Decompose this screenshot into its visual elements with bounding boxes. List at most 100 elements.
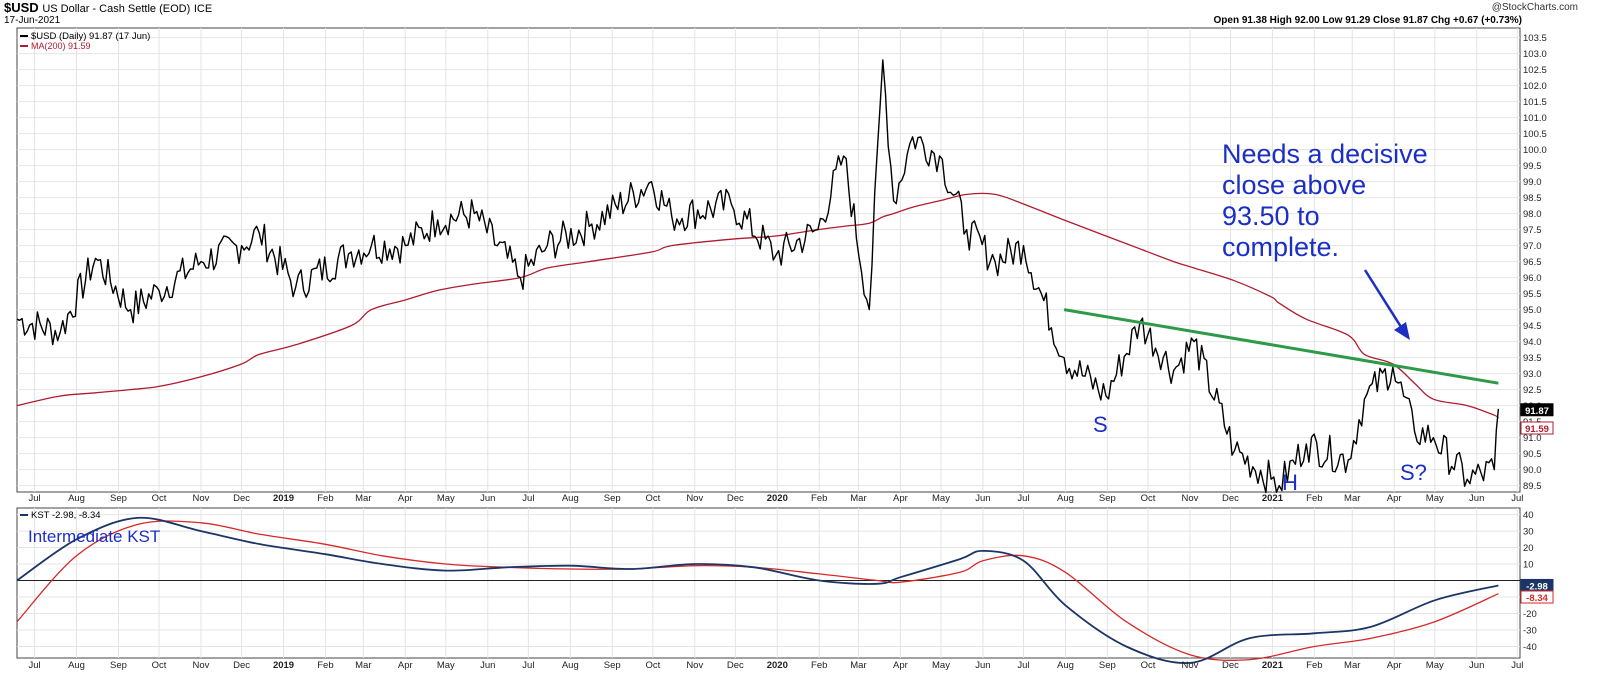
neckline-trendline — [1063, 308, 1499, 385]
price-y-tick-label: 90.5 — [1523, 449, 1542, 460]
price-x-tick-label: May — [932, 493, 950, 504]
annotation-arrow-head — [1394, 322, 1410, 340]
price-x-tick-label: Apr — [398, 493, 413, 504]
price-x-tick-label: 2019 — [273, 493, 294, 504]
kst-x-tick-label: Aug — [562, 660, 579, 671]
kst-x-tick-label: Mar — [1344, 660, 1360, 671]
chart-panes — [16, 27, 1521, 659]
kst-x-tick-label: Aug — [1057, 660, 1074, 671]
price-x-tick-label: Nov — [193, 493, 210, 504]
price-y-tick-label: 94.5 — [1523, 321, 1542, 332]
annotation-needs-line: Needs a decisive — [1222, 139, 1428, 169]
chart-header-title: $USD US Dollar - Cash Settle (EOD) ICE — [4, 0, 212, 15]
kst-x-tick-label: 2020 — [767, 660, 788, 671]
price-y-tick-label: 102.5 — [1523, 65, 1547, 76]
price-y-tick-label: 90.0 — [1523, 465, 1542, 476]
price-value-badge — [1520, 403, 1554, 417]
usd-price-line — [16, 59, 1500, 494]
annotation-needs-line: 93.50 to — [1222, 201, 1320, 231]
kst-x-tick-label: Nov — [1181, 660, 1198, 671]
price-x-tick-label: Oct — [645, 493, 660, 504]
kst-y-tick-label: -30 — [1523, 625, 1537, 636]
annotation-head: H — [1282, 470, 1298, 495]
annotation-right-shoulder: S? — [1400, 460, 1427, 485]
kst-x-tick-label: Jul — [522, 660, 534, 671]
kst-x-tick-label: Sep — [1099, 660, 1116, 671]
price-pane-frame — [16, 27, 1521, 493]
kst-x-tick-label: Jul — [29, 660, 41, 671]
price-y-tick-label: 99.5 — [1523, 161, 1542, 172]
price-y-tick-label: 96.0 — [1523, 273, 1542, 284]
price-x-tick-label: Apr — [893, 493, 908, 504]
price-value-badge-text: 91.59 — [1525, 424, 1549, 435]
price-x-tick-label: Jul — [522, 493, 534, 504]
price-value-badge — [1520, 421, 1554, 435]
kst-x-tick-label: Apr — [893, 660, 908, 671]
price-y-tick-label: 102.0 — [1523, 81, 1547, 92]
kst-x-tick-label: Sep — [604, 660, 621, 671]
price-x-tick-label: Mar — [850, 493, 866, 504]
kst-x-tick-label: Oct — [645, 660, 660, 671]
kst-value-badge-text: -2.98 — [1526, 581, 1548, 592]
kst-x-tick-label: Dec — [233, 660, 250, 671]
kst-x-tick-label: Jul — [1017, 660, 1029, 671]
kst-panel-title: Intermediate KST — [28, 527, 160, 546]
kst-x-tick-label: Mar — [355, 660, 371, 671]
price-x-tick-label: Jun — [1469, 493, 1484, 504]
kst-y-tick-label: 30 — [1523, 527, 1534, 538]
kst-x-tick-label: Jun — [975, 660, 990, 671]
series-lines — [16, 59, 1500, 664]
price-y-tick-label: 100.5 — [1523, 129, 1547, 140]
price-y-tick-label: 89.5 — [1523, 481, 1542, 492]
price-x-tick-label: Dec — [727, 493, 744, 504]
price-x-tick-label: Oct — [1141, 493, 1156, 504]
kst-signal-line — [16, 520, 1499, 661]
kst-x-tick-label: Feb — [1306, 660, 1322, 671]
price-y-tick-label: 95.0 — [1523, 305, 1542, 316]
price-x-tick-label: Jul — [1511, 493, 1523, 504]
price-x-tick-label: May — [437, 493, 455, 504]
price-x-tick-label: Nov — [686, 493, 703, 504]
kst-x-tick-label: May — [1426, 660, 1444, 671]
kst-x-tick-label: Oct — [152, 660, 167, 671]
price-y-tick-label: 101.0 — [1523, 113, 1547, 124]
price-x-tick-label: Aug — [68, 493, 85, 504]
kst-x-tick-label: Feb — [811, 660, 827, 671]
exchange-label: ICE — [193, 3, 213, 15]
price-x-tick-label: Mar — [355, 493, 371, 504]
copyright-label: @StockCharts.com — [1491, 2, 1578, 13]
kst-x-tick-label: Feb — [317, 660, 333, 671]
price-y-tick-label: 100.0 — [1523, 145, 1547, 156]
kst-x-tick-label: Oct — [1141, 660, 1156, 671]
price-x-tick-label: Apr — [1387, 493, 1402, 504]
price-x-tick-label: Dec — [233, 493, 250, 504]
annotation-left-shoulder: S — [1093, 412, 1108, 437]
ohlc-readout: Open 91.38 High 92.00 Low 91.29 Close 91… — [1213, 15, 1522, 26]
kst-x-tick-label: Apr — [398, 660, 413, 671]
price-x-tick-label: 2020 — [767, 493, 788, 504]
kst-x-tick-label: May — [932, 660, 950, 671]
price-y-tick-label: 98.0 — [1523, 209, 1542, 220]
kst-x-tick-label: Apr — [1387, 660, 1402, 671]
kst-x-tick-label: Jun — [480, 660, 495, 671]
price-x-tick-label: Feb — [811, 493, 827, 504]
price-y-tick-label: 97.5 — [1523, 225, 1542, 236]
price-x-tick-label: Nov — [1181, 493, 1198, 504]
kst-x-tick-label: Aug — [68, 660, 85, 671]
kst-x-tick-label: 2019 — [273, 660, 294, 671]
symbol-label: $USD — [4, 0, 39, 15]
kst-pane-frame — [16, 507, 1521, 659]
price-x-tick-label: Sep — [110, 493, 127, 504]
kst-value-badge — [1520, 590, 1554, 604]
price-x-tick-label: 2021 — [1262, 493, 1284, 504]
price-y-tick-label: 101.5 — [1523, 97, 1547, 108]
kst-x-tick-label: May — [437, 660, 455, 671]
price-x-tick-label: Jul — [1017, 493, 1029, 504]
kst-y-tick-label: 20 — [1523, 543, 1534, 554]
kst-x-tick-label: Dec — [727, 660, 744, 671]
kst-line — [16, 516, 1499, 664]
price-x-tick-label: Sep — [604, 493, 621, 504]
annotation-needs-line: complete. — [1222, 232, 1339, 262]
kst-x-tick-label: Sep — [110, 660, 127, 671]
